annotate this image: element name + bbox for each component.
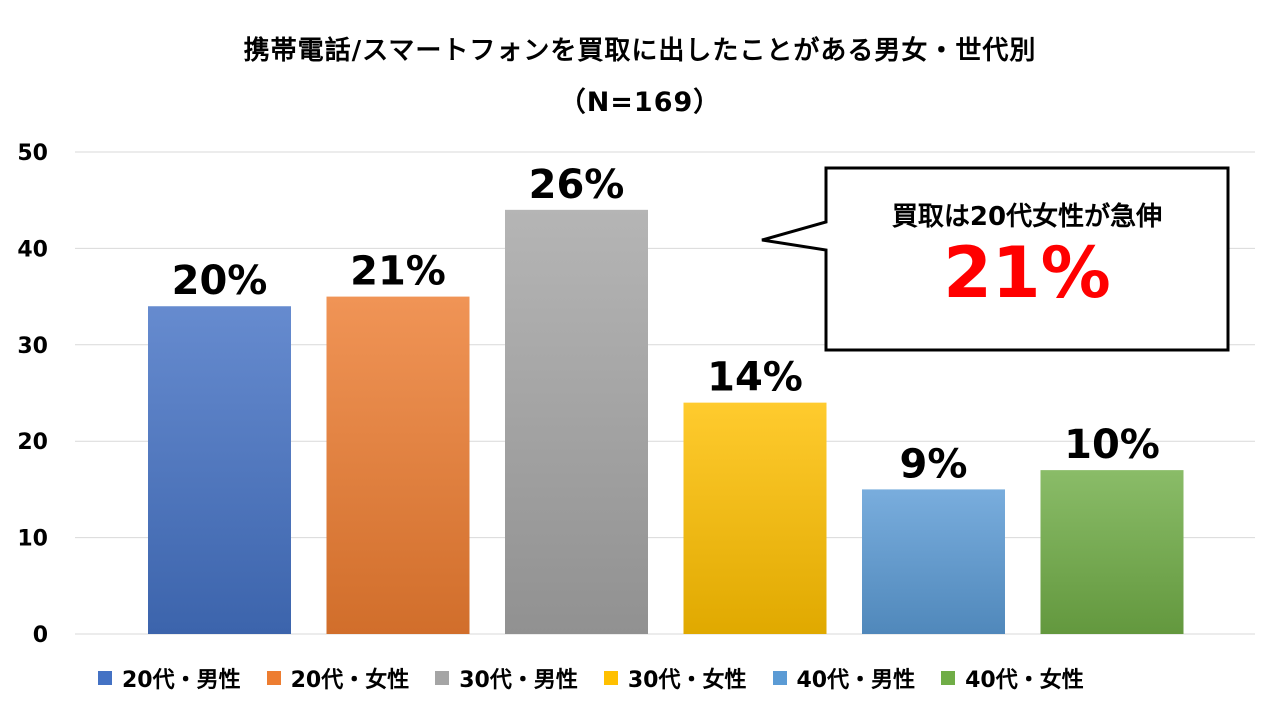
callout-bubble: [761, 166, 1230, 352]
y-tick-label: 0: [33, 623, 48, 648]
y-tick-label: 30: [17, 334, 48, 359]
legend-item: 30代・女性: [603, 662, 747, 694]
legend-swatch: [98, 671, 112, 685]
y-tick-label: 50: [17, 141, 48, 166]
legend-label: 40代・女性: [965, 668, 1084, 693]
bar: [505, 209, 648, 634]
legend-swatch: [266, 671, 281, 685]
legend-item: 20代・男性: [98, 662, 241, 694]
chart-title: 携帯電話/スマートフォンを買取に出したことがある男女・世代別: [243, 36, 1037, 66]
legend-label: 20代・男性: [122, 668, 241, 693]
data-label: 9%: [900, 441, 968, 487]
chart-legend: 20代・男性 20代・女性 30代・男性 30代・女性 40代・男性 40代・女性: [98, 662, 1084, 694]
legend-label: 40代・男性: [796, 668, 916, 693]
chart-subtitle: （N=169）: [558, 87, 722, 118]
bar: [1040, 470, 1184, 634]
legend-item: 40代・男性: [772, 662, 916, 694]
data-label: 14%: [707, 355, 803, 401]
y-tick-label: 40: [17, 237, 48, 262]
legend-swatch: [435, 671, 450, 685]
bar: [326, 296, 470, 634]
data-label: 10%: [1064, 422, 1160, 468]
legend-item: 40代・女性: [941, 662, 1084, 694]
callout-line2: 21%: [943, 232, 1111, 314]
data-label: 21%: [350, 249, 446, 295]
legend-label: 30代・男性: [459, 668, 578, 693]
legend-label: 30代・女性: [627, 668, 747, 693]
bar: [148, 306, 291, 634]
legend-swatch: [603, 671, 618, 685]
data-label: 26%: [529, 162, 625, 208]
bar: [683, 402, 827, 634]
y-tick-label: 20: [17, 430, 48, 455]
y-tick-label: 10: [17, 527, 48, 552]
legend-swatch: [772, 671, 787, 685]
legend-label: 20代・女性: [290, 668, 410, 693]
legend-swatch: [941, 671, 956, 685]
legend-item: 20代・女性: [266, 662, 410, 694]
data-label: 20%: [172, 258, 268, 304]
legend-item: 30代・男性: [435, 662, 578, 694]
bar: [862, 489, 1005, 634]
callout-line1: 買取は20代女性が急伸: [891, 202, 1163, 232]
